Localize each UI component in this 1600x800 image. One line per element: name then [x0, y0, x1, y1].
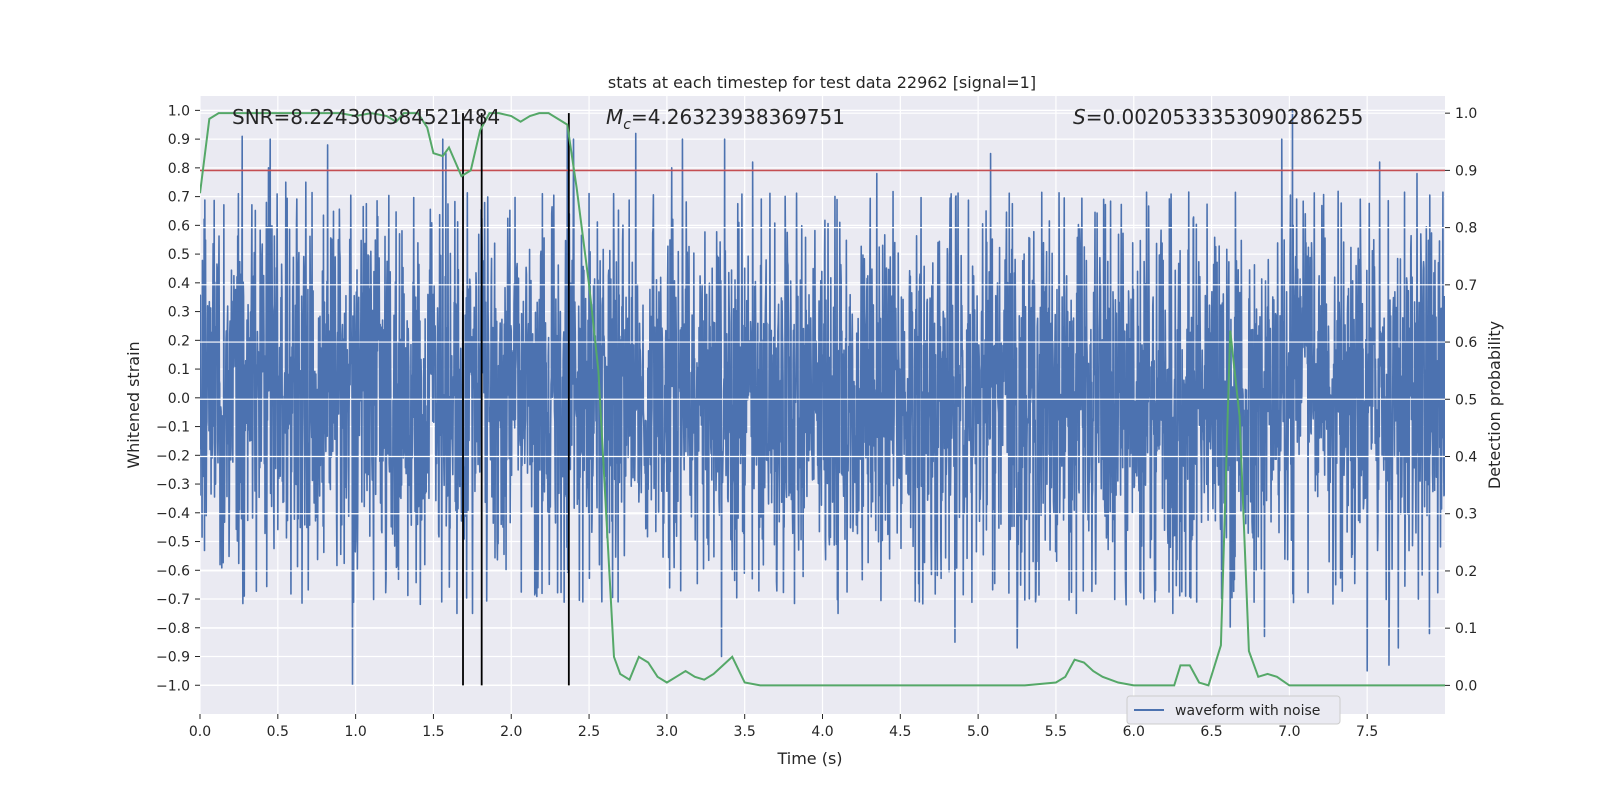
- x-tick-label: 1.5: [422, 724, 444, 740]
- y-right-tick-label: 0.7: [1455, 278, 1477, 294]
- y-left-tick-label: −0.8: [156, 621, 190, 637]
- x-tick-label: 6.5: [1200, 724, 1222, 740]
- legend-box: [1126, 695, 1341, 725]
- s-value: =0.0020533353090286255: [1086, 105, 1364, 129]
- detection-probability-line: [200, 112, 1445, 687]
- y-right-tick-label: 0.0: [1455, 678, 1477, 694]
- x-tick-label: 2.0: [500, 724, 522, 740]
- legend-label-waveform: waveform with noise: [1175, 703, 1320, 719]
- y-left-tick-label: 0.3: [168, 305, 190, 321]
- y-right-tick-label: 0.2: [1455, 564, 1477, 580]
- y-left-tick-label: 0.9: [168, 132, 190, 148]
- y-left-tick-label: 0.6: [168, 218, 190, 234]
- s-symbol: S: [1073, 105, 1086, 129]
- y-left-tick-label: −0.4: [156, 506, 190, 522]
- chirp-mass-annotation: Mc=4.26323938369751: [606, 105, 845, 133]
- y-left-tick-label: −1.0: [156, 678, 190, 694]
- snr-annotation: SNR=8.224300384521484: [232, 105, 500, 129]
- y-right-tick-label: 0.8: [1455, 221, 1477, 237]
- x-tick-label: 5.0: [967, 724, 989, 740]
- waveform-series: [200, 109, 1445, 687]
- y-left-tick-label: 0.5: [168, 247, 190, 263]
- chirp-mass-value: =4.26323938369751: [631, 105, 845, 129]
- chirp-mass-subscript: c: [623, 117, 631, 133]
- y-left-tick-label: −0.7: [156, 592, 190, 608]
- s-annotation: S=0.0020533353090286255: [1073, 105, 1363, 129]
- y-left-tick-label: 0.0: [168, 391, 190, 407]
- x-tick-label: 4.0: [811, 724, 833, 740]
- x-tick-label: 6.0: [1123, 724, 1145, 740]
- x-tick-label: 0.5: [267, 724, 289, 740]
- y-left-tick-label: 0.4: [168, 276, 190, 292]
- y-right-tick-label: 1.0: [1455, 106, 1477, 122]
- overlay: [200, 112, 1445, 687]
- y-right-tick-label: 0.3: [1455, 507, 1477, 523]
- y-axis-title-left: Whitened strain: [124, 341, 143, 468]
- y-right-tick-label: 0.4: [1455, 450, 1477, 466]
- y-left-tick-label: 0.7: [168, 190, 190, 206]
- y-left-tick-label: 1.0: [168, 103, 190, 119]
- x-tick-label: 2.5: [578, 724, 600, 740]
- y-left-tick-label: −0.1: [156, 420, 190, 436]
- x-tick-label: 4.5: [889, 724, 911, 740]
- legend: waveform with noise: [1126, 695, 1341, 725]
- y-left-tick-label: −0.2: [156, 448, 190, 464]
- y-left-tick-label: −0.3: [156, 477, 190, 493]
- y-left-tick-label: −0.6: [156, 563, 190, 579]
- x-tick-label: 7.0: [1278, 724, 1300, 740]
- x-axis-title: Time (s): [776, 749, 842, 768]
- x-tick-label: 5.5: [1045, 724, 1067, 740]
- chart-title: stats at each timestep for test data 229…: [608, 73, 1036, 92]
- x-tick-label: 3.0: [656, 724, 678, 740]
- x-tick-label: 3.5: [734, 724, 756, 740]
- x-tick-label: 0.0: [189, 724, 211, 740]
- y-right-tick-label: 0.1: [1455, 621, 1477, 637]
- x-tick-label: 1.0: [344, 724, 366, 740]
- y-axis-title-right: Detection probability: [1485, 321, 1504, 489]
- y-right-tick-label: 0.6: [1455, 335, 1477, 351]
- y-left-tick-label: 0.2: [168, 333, 190, 349]
- axes: 0.0 0.5 1.0 1.5 2.0 2.5 3.0 3.5 4.0 4.5 5.0 5.5 6.0 6…: [156, 103, 1477, 740]
- y-left-tick-label: −0.9: [156, 650, 190, 666]
- x-tick-label: 7.5: [1356, 724, 1378, 740]
- waveform-line: [200, 109, 1445, 687]
- y-left-tick-label: 0.8: [168, 161, 190, 177]
- y-left-tick-label: 0.1: [168, 362, 190, 378]
- y-right-tick-label: 0.5: [1455, 392, 1477, 408]
- y-left-tick-label: −0.5: [156, 535, 190, 551]
- y-right-tick-label: 0.9: [1455, 163, 1477, 179]
- chirp-mass-symbol: M: [606, 105, 623, 129]
